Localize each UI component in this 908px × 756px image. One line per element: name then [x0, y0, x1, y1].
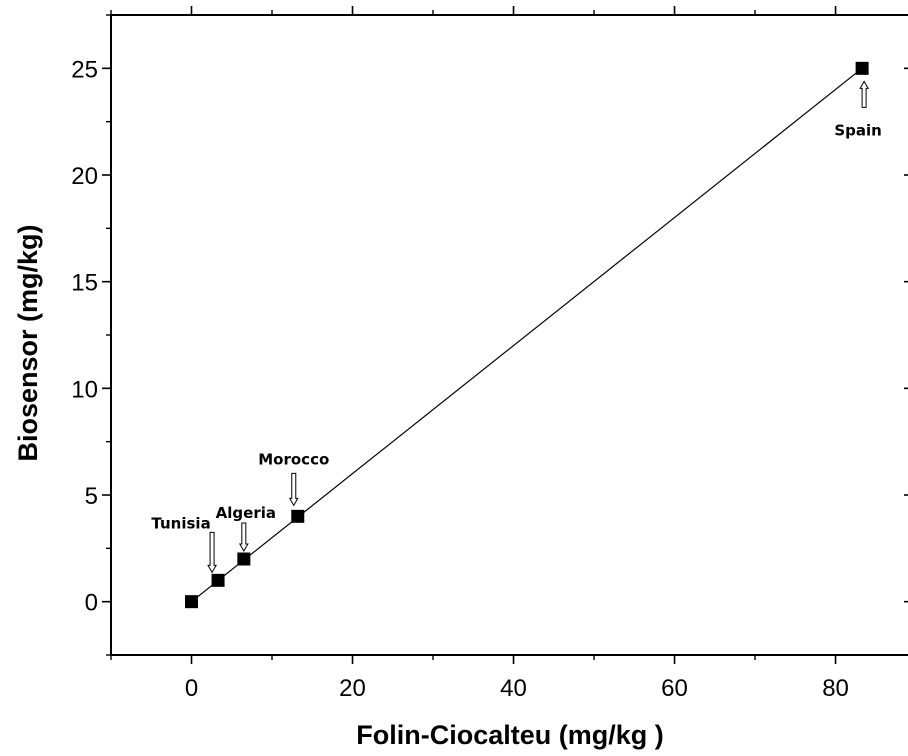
annotation-label: Morocco — [258, 450, 329, 468]
x-axis-title: Folin-Ciocalteu (mg/kg ) — [356, 720, 664, 750]
y-tick-label: 15 — [71, 270, 98, 297]
y-tick-label: 20 — [71, 163, 98, 190]
x-tick-label: 20 — [339, 675, 366, 702]
down-arrow-icon — [207, 531, 217, 574]
data-point — [291, 509, 305, 523]
data-points — [185, 61, 869, 609]
axes-frame — [110, 14, 908, 656]
x-tick-label: 40 — [500, 675, 527, 702]
annotation-label: Algeria — [216, 504, 276, 522]
x-tick-label: 80 — [822, 675, 849, 702]
data-point — [855, 61, 869, 75]
down-arrow-icon — [238, 522, 249, 553]
y-tick-label: 25 — [71, 56, 98, 83]
annotation-label: Spain — [834, 121, 881, 139]
axis-ticks: 0 20 40 60 80 0 5 10 15 20 25 — [71, 6, 908, 702]
data-point — [211, 573, 225, 587]
y-tick-label: 10 — [71, 376, 98, 403]
y-tick-label: 5 — [85, 483, 98, 510]
y-tick-label: 0 — [85, 590, 98, 617]
down-arrow-icon — [288, 472, 299, 507]
data-point — [185, 595, 199, 609]
x-tick-label: 60 — [661, 675, 688, 702]
up-arrow-icon — [859, 80, 869, 108]
data-point — [237, 552, 251, 566]
annotations: Tunisia Algeria Morocco Spain — [151, 80, 882, 574]
y-axis-title: Biosensor (mg/kg) — [13, 224, 43, 461]
annotation-label: Tunisia — [151, 514, 210, 532]
x-tick-label: 0 — [185, 675, 198, 702]
